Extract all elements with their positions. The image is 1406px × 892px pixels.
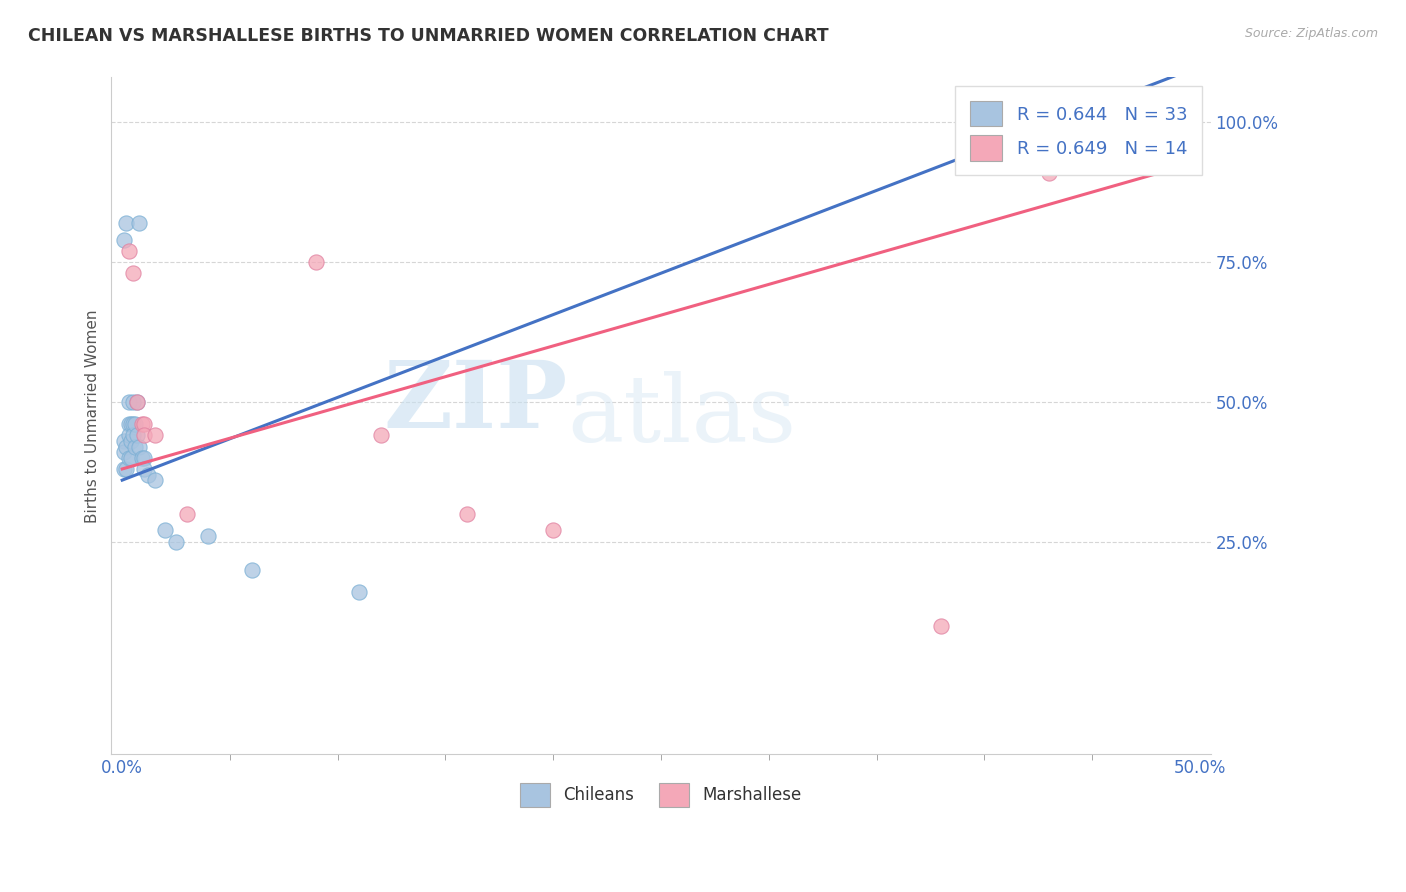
Point [132,428,155,442]
Point [131,450,153,465]
Point [456,507,478,521]
Point [124,417,146,432]
Point [118,394,141,409]
Point [112,233,135,247]
Point [197,529,219,543]
Point [122,417,145,432]
Point [127,428,149,442]
Point [128,440,150,454]
Text: Source: ZipAtlas.com: Source: ZipAtlas.com [1244,27,1378,40]
Point [132,450,155,465]
Point [132,462,155,476]
Point [370,428,392,442]
Point [120,417,142,432]
Point [115,462,138,476]
Point [122,394,145,409]
Point [543,524,565,538]
Y-axis label: Births to Unmarried Women: Births to Unmarried Women [86,309,100,523]
Point [349,585,371,599]
Point [118,450,141,465]
Point [124,440,146,454]
Point [165,534,187,549]
Point [176,507,198,521]
Point [136,467,159,482]
Point [112,462,135,476]
Point [120,434,142,448]
Point [127,394,149,409]
Point [112,445,135,459]
Point [143,473,166,487]
Point [122,266,145,280]
Point [118,244,141,258]
Point [131,417,153,432]
Point [240,563,263,577]
Text: atlas: atlas [568,371,797,461]
Point [305,255,328,269]
Point [155,524,177,538]
Point [128,216,150,230]
Point [115,216,138,230]
Point [143,428,166,442]
Point [127,394,149,409]
Text: CHILEAN VS MARSHALLESE BIRTHS TO UNMARRIED WOMEN CORRELATION CHART: CHILEAN VS MARSHALLESE BIRTHS TO UNMARRI… [28,27,828,45]
Point [118,428,141,442]
Point [122,428,145,442]
Point [929,618,952,632]
Point [120,450,142,465]
Point [115,440,138,454]
Point [118,417,141,432]
Point [1038,165,1060,179]
Point [132,417,155,432]
Text: ZIP: ZIP [384,358,568,447]
Legend: Chileans, Marshallese: Chileans, Marshallese [513,777,808,814]
Point [112,434,135,448]
